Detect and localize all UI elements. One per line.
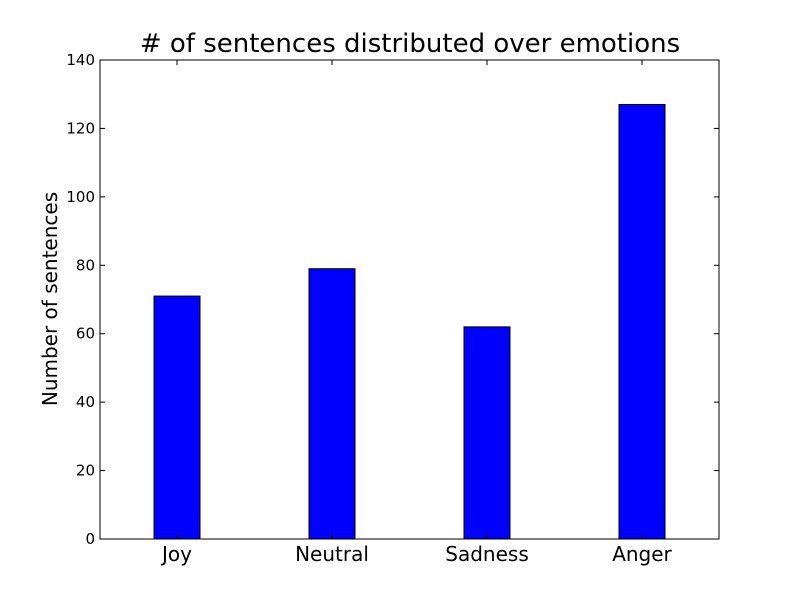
x-category-label: Neutral (295, 542, 369, 566)
y-tick-label: 140 (66, 51, 95, 69)
bar-neutral (308, 268, 356, 540)
bar-joy (153, 295, 201, 540)
x-category-label: Joy (160, 542, 192, 566)
y-tick-label: 100 (66, 188, 95, 206)
y-axis-label: Number of sentences (38, 192, 62, 406)
y-tick-label: 80 (76, 256, 95, 274)
y-tick-label: 60 (76, 325, 95, 343)
x-category-label: Anger (612, 542, 672, 566)
plot-area: 0 20 40 60 80 100 120 140 Joy Neutral Sadness Anger (66, 51, 720, 566)
plot-frame (99, 59, 720, 540)
bar-sadness (463, 326, 511, 540)
x-category-label: Sadness (445, 542, 528, 566)
y-tick-label: 120 (66, 119, 95, 137)
y-tick-label: 0 (85, 530, 95, 548)
chart-title: # of sentences distributed over emotions (140, 29, 680, 59)
bar-anger (618, 103, 666, 540)
y-tick-label: 20 (76, 462, 95, 480)
y-tick-label: 40 (76, 393, 95, 411)
